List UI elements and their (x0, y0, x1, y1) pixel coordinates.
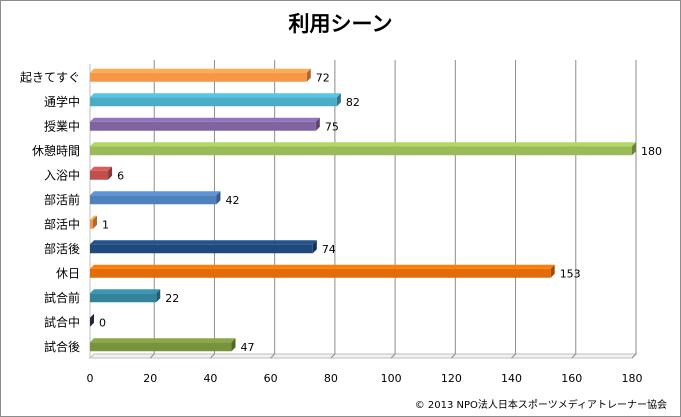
bar-top (90, 191, 221, 196)
y-category-label: 通学中 (44, 94, 80, 109)
grid-lines (88, 60, 638, 359)
y-category-label: 部活後 (44, 241, 80, 256)
bar-top (90, 166, 113, 171)
data-label: 42 (225, 194, 239, 207)
x-tick-label: 180 (622, 372, 643, 385)
bar (90, 219, 94, 229)
bar-top (90, 289, 161, 294)
x-tick-label: 100 (381, 372, 402, 385)
data-label: 82 (346, 96, 360, 109)
bar-side (216, 191, 221, 205)
bar (90, 97, 337, 107)
gridline (270, 60, 276, 359)
data-label: 22 (165, 292, 179, 305)
gridline (631, 60, 637, 359)
bar-side (108, 166, 113, 180)
x-tick-label: 140 (501, 372, 522, 385)
data-label: 1 (102, 218, 109, 231)
bar-top (90, 215, 98, 220)
data-label: 153 (560, 267, 581, 280)
gridline (330, 60, 336, 359)
data-label: 75 (325, 120, 339, 133)
x-tick-label: 80 (324, 372, 338, 385)
data-label: 6 (117, 169, 124, 182)
x-tick-label: 0 (87, 372, 94, 385)
data-label: 72 (316, 71, 330, 84)
bar-top (90, 240, 317, 245)
bar-side (90, 313, 94, 327)
data-label: 0 (99, 316, 106, 329)
bar (90, 293, 157, 303)
x-tick-label: 120 (441, 372, 462, 385)
y-category-label: 部活前 (44, 192, 80, 207)
bar (90, 244, 313, 254)
x-tick-label: 20 (143, 372, 157, 385)
bar (90, 121, 316, 131)
bar-top (90, 68, 311, 73)
bar-side (550, 264, 555, 278)
bar-side (306, 68, 311, 82)
x-tick-label: 40 (203, 372, 217, 385)
chart-floor (88, 353, 638, 359)
bar (90, 72, 307, 82)
y-category-label: 部活中 (44, 216, 80, 231)
y-category-label: 入浴中 (44, 167, 80, 182)
bar-top (90, 93, 341, 98)
gridline (450, 60, 456, 359)
chart-title: 利用シーン (288, 12, 393, 36)
y-category-label: 休憩時間 (32, 143, 80, 158)
bar-side (315, 117, 320, 131)
y-category-label: 試合中 (44, 314, 80, 329)
bar (90, 170, 109, 180)
y-category-label: 起きてすぐ (20, 70, 80, 84)
bar-side (336, 93, 341, 107)
bar-side (156, 289, 161, 303)
y-category-label: 試合前 (44, 290, 80, 305)
gridline (390, 60, 396, 359)
bar-top (90, 117, 320, 122)
gridline (210, 60, 215, 359)
bars (90, 68, 636, 352)
x-tick-label: 160 (561, 372, 582, 385)
x-tick-label: 60 (264, 372, 278, 385)
bar (90, 146, 632, 156)
data-label: 74 (322, 243, 336, 256)
bar (90, 342, 232, 352)
bar-side (312, 240, 317, 254)
y-category-label: 試合後 (44, 339, 80, 354)
gridline (571, 60, 577, 359)
data-label: 47 (241, 341, 255, 354)
gridline (149, 60, 155, 359)
bar-top (90, 264, 555, 269)
data-label: 180 (641, 145, 662, 158)
bar-side (632, 142, 636, 156)
bar-side (231, 338, 236, 352)
y-category-label: 授業中 (44, 118, 80, 133)
bar-top (90, 142, 636, 147)
copyright-text: © 2013 NPO法人日本スポーツメディアトレーナー協会 (414, 400, 667, 411)
bar-side (93, 215, 98, 229)
gridline (511, 60, 517, 359)
bar (90, 195, 217, 205)
bar-top (90, 338, 236, 343)
bar (90, 268, 551, 278)
y-category-label: 休日 (56, 266, 80, 280)
